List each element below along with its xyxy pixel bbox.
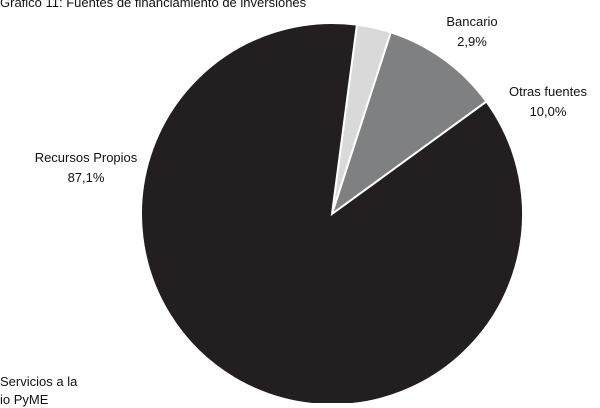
label-bancario: Bancario 2,9% xyxy=(430,12,514,52)
label-bancario-name: Bancario xyxy=(446,14,498,29)
label-bancario-value: 2,9% xyxy=(457,34,487,50)
chart-title: Gráfico 11: Fuentes de financiamiento de… xyxy=(0,0,307,10)
label-otras-fuentes: Otras fuentes 10,0% xyxy=(500,82,596,122)
pie-slice-recursos-propios xyxy=(140,22,524,406)
label-otras-fuentes-value: 10,0% xyxy=(529,104,567,120)
label-recursos-propios: Recursos Propios 87,1% xyxy=(16,148,156,188)
label-recursos-propios-value: 87,1% xyxy=(67,170,105,186)
label-recursos-propios-name: Recursos Propios xyxy=(34,150,138,165)
pie-slice-otras-fuentes xyxy=(330,31,488,217)
label-otras-fuentes-name: Otras fuentes xyxy=(508,84,588,99)
slices-layer xyxy=(140,22,524,406)
